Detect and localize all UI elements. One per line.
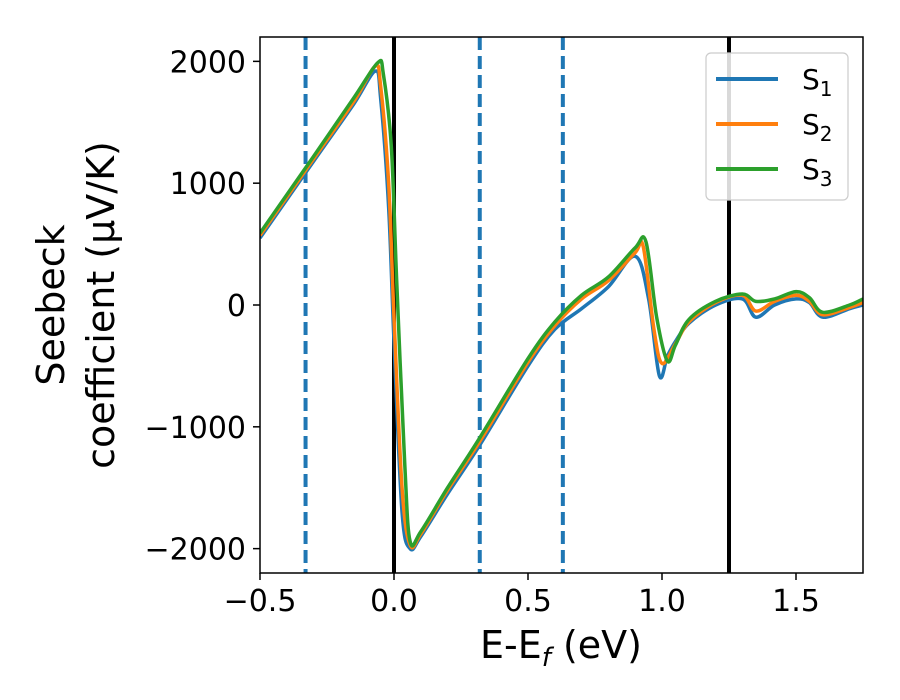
y-tick-label-2: 0: [227, 289, 246, 324]
reference-lines: [303, 37, 731, 573]
y-axis-label: Seebeck coefficient (μV/K): [29, 141, 123, 469]
ticks-layer: −0.5 0.0 0.5 1.0 1.5 2000 1000 0 −1000 −2000: [145, 45, 820, 619]
series-line-s3: [260, 58, 863, 548]
x-tick-label-2: 0.5: [504, 584, 552, 619]
y-tick-label-1: 1000: [170, 167, 246, 202]
x-tick-label-3: 1.0: [638, 584, 686, 619]
y-tick-label-3: −1000: [145, 411, 246, 446]
legend-label-s1: S1: [802, 63, 833, 101]
series-line-s2: [260, 63, 863, 550]
series-layer: [260, 58, 863, 552]
legend-box: [705, 52, 849, 201]
x-tick-label-1: 0.0: [370, 584, 418, 619]
x-axis-label: E-Ef (eV): [480, 623, 642, 673]
legend-label-s3: S3: [802, 153, 833, 191]
x-tick-label-0: −0.5: [224, 584, 297, 619]
x-tick-label-4: 1.5: [772, 584, 820, 619]
legend-label-s2: S2: [802, 108, 833, 146]
y-tick-label-4: −2000: [145, 533, 246, 568]
y-axis-label-line1: Seebeck: [29, 224, 73, 385]
y-tick-label-0: 2000: [170, 45, 246, 80]
legend: S1 S2 S3: [705, 52, 849, 201]
y-axis-label-line2: coefficient (μV/K): [79, 141, 123, 469]
